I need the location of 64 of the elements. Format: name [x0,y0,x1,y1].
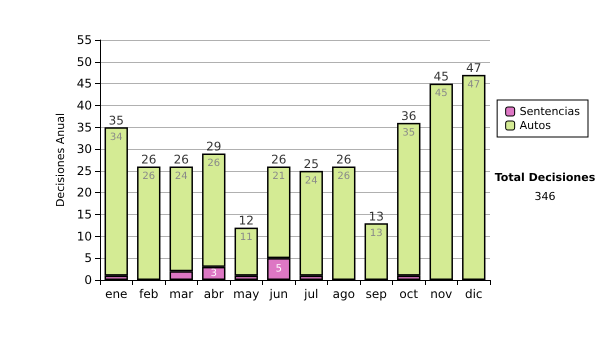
x-tick-label: nov [430,287,452,301]
data-label: 35 [402,127,416,138]
bar [104,127,128,276]
x-tick-label: ago [332,287,355,301]
total-label: 26 [141,152,156,167]
bar [300,170,323,276]
bar [234,228,258,276]
x-tick-label: abr [204,287,224,301]
legend-label: Sentencias [520,105,580,118]
bar [462,74,486,280]
data-label: 21 [272,171,286,182]
y-tick-label: 30 [76,142,92,156]
data-label: 24 [304,175,318,186]
y-tick-label: 0 [84,273,92,287]
bar [364,223,388,280]
total-label: 45 [434,70,449,84]
bar [397,122,420,276]
total-label: 36 [401,108,416,123]
total-label: 25 [304,156,319,171]
y-tick-label: 55 [76,33,92,47]
total-label: 13 [368,209,384,224]
y-axis-title: Decisiones Anual [54,112,67,208]
y-tick-label: 25 [76,164,92,178]
data-label: 34 [110,132,123,143]
data-label: 26 [142,171,156,182]
total-label: 47 [466,60,482,75]
x-tick-label: jun [268,287,288,301]
data-label: 5 [276,264,282,275]
y-tick-label: 15 [76,208,92,222]
x-tick-label: ene [105,287,128,301]
y-tick-label: 45 [76,76,92,91]
total-label: 26 [336,152,352,167]
total-label: 26 [271,152,286,167]
data-label: 24 [174,171,188,182]
x-tick-label: may [233,287,260,301]
x-tick-label: mar [169,287,194,301]
bar [332,166,356,280]
total-label: 35 [108,113,124,128]
x-tick-label: oct [399,287,418,301]
data-label: 11 [240,232,253,244]
bar [430,84,453,280]
y-tick-label: 50 [76,54,92,69]
data-label: 26 [337,171,350,182]
y-tick-label: 10 [76,229,92,244]
data-label: 26 [207,158,220,169]
y-tick-label: 5 [84,251,92,266]
bar [137,166,160,280]
x-tick-label: jul [303,287,318,301]
data-label: 45 [434,88,448,100]
y-tick-label: 35 [76,120,92,134]
total-label: 12 [238,214,254,228]
y-tick-label: 20 [76,186,92,200]
text: 346 [534,190,556,203]
x-tick-label: sep [366,287,387,301]
x-tick-label: dic [464,287,483,301]
data-label: 47 [467,79,480,90]
data-label: 13 [370,228,383,239]
text: Total Decisiones [494,171,596,184]
legend-label: Autos [520,119,552,132]
total-label: 29 [206,139,222,154]
data-label: 3 [210,268,217,279]
y-tick-label: 40 [76,98,92,112]
total-label: 26 [174,152,189,167]
x-tick-label: feb [139,287,158,301]
